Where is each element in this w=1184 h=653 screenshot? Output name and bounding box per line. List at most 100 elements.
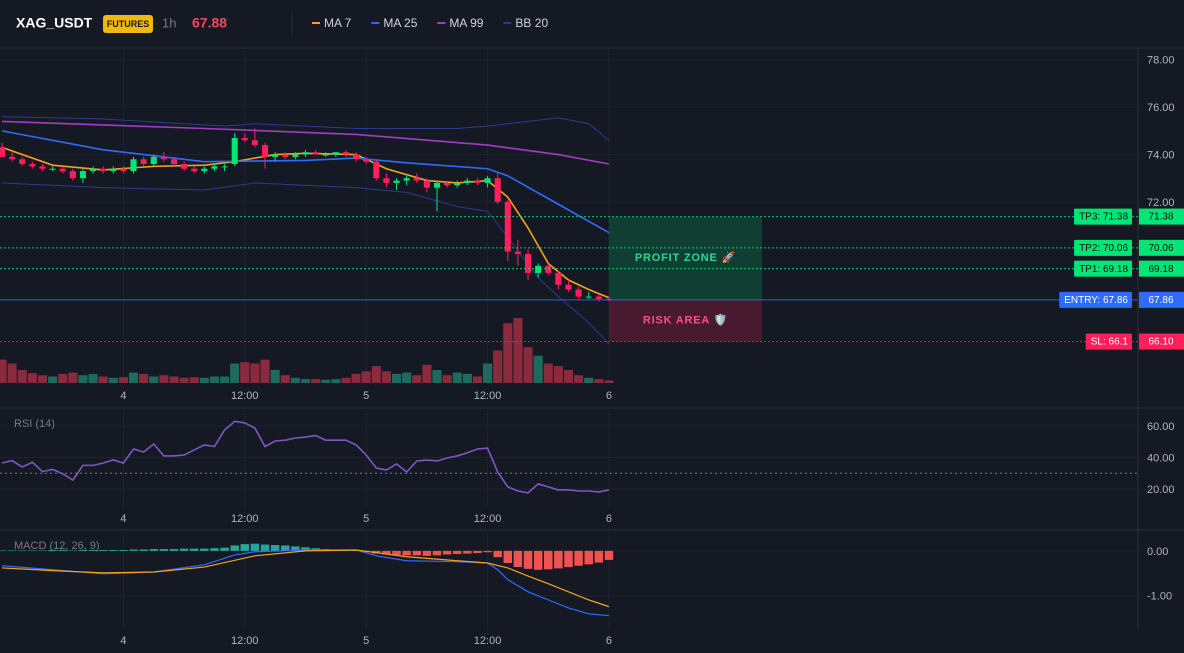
histogram-bar xyxy=(78,549,88,551)
volume-bar xyxy=(371,366,381,383)
histogram-bar xyxy=(503,550,513,564)
candle-body xyxy=(120,168,127,172)
candle-body xyxy=(39,166,46,169)
histogram-bar xyxy=(98,549,108,551)
histogram-bar xyxy=(7,550,17,551)
volume-bar xyxy=(159,375,169,383)
candle-body xyxy=(555,272,562,285)
candle-body xyxy=(565,284,572,290)
volume-bar xyxy=(331,379,341,383)
volume-bar xyxy=(503,323,513,383)
volume-bar xyxy=(391,373,402,383)
histogram-bar xyxy=(48,549,57,551)
candle-body xyxy=(393,180,400,183)
candle-body xyxy=(211,166,218,169)
volume-bar xyxy=(563,370,574,383)
legend-label: MA 99 xyxy=(449,16,483,30)
candle-body xyxy=(302,152,309,155)
candle-body xyxy=(100,168,107,172)
indicator-line xyxy=(1,120,610,165)
band-line xyxy=(1,182,610,345)
histogram-bar xyxy=(432,550,442,556)
volume-bar xyxy=(37,375,48,383)
volume-bar xyxy=(442,375,452,383)
volume-bar xyxy=(199,377,209,383)
x-tick-label: 12:00 xyxy=(474,390,502,402)
volume-bar xyxy=(402,372,412,383)
candle-body xyxy=(423,180,430,188)
x-tick-label: 6 xyxy=(606,513,612,525)
candle-body xyxy=(353,154,360,160)
histogram-bar xyxy=(230,545,239,551)
histogram-bar xyxy=(119,549,128,551)
volume-bar xyxy=(523,347,533,383)
candle-body xyxy=(59,168,66,172)
histogram-bar xyxy=(544,550,553,570)
histogram-bar xyxy=(260,544,270,551)
histogram-bar xyxy=(38,550,47,551)
axis-tag: 66.10 xyxy=(1148,337,1173,348)
candle-body xyxy=(433,182,441,188)
x-tick-label: 12:00 xyxy=(231,513,259,525)
volume-bar xyxy=(78,375,88,383)
histogram-bar xyxy=(250,543,260,551)
x-tick-label: 6 xyxy=(606,390,612,402)
candle-body xyxy=(130,159,137,172)
histogram-bar xyxy=(564,550,573,568)
legend-label: MA 25 xyxy=(383,16,417,30)
x-tick-label: 5 xyxy=(363,390,369,402)
histogram-bar xyxy=(412,550,422,556)
band-line xyxy=(2,116,610,141)
candle-body xyxy=(595,296,602,299)
histogram-bar xyxy=(129,549,138,551)
histogram-bar xyxy=(452,550,462,555)
volume-bar xyxy=(179,377,189,383)
candle-body xyxy=(29,164,36,167)
candle-body xyxy=(494,178,501,202)
histogram-bar xyxy=(58,549,67,551)
volume-bar xyxy=(209,376,220,383)
legend-label: BB 20 xyxy=(515,16,548,30)
candle-body xyxy=(403,178,410,181)
histogram-bar xyxy=(473,550,482,554)
x-tick-label: 5 xyxy=(363,635,369,647)
volume-bar xyxy=(58,373,68,383)
candle-body xyxy=(444,182,451,186)
volume-bar xyxy=(361,371,371,383)
volume-bar xyxy=(553,366,563,383)
histogram-bar xyxy=(210,548,219,551)
volume-bar xyxy=(351,373,361,383)
candle-body xyxy=(201,168,208,172)
volume-bar xyxy=(290,377,300,383)
candle-body xyxy=(454,182,461,186)
volume-bar xyxy=(48,376,58,383)
histogram-bar xyxy=(392,550,401,555)
candle-body xyxy=(282,154,289,157)
y-tick-label: 78.00 xyxy=(1147,55,1175,67)
candle-body xyxy=(231,137,238,165)
symbol: XAG_USDT xyxy=(16,15,93,31)
histogram-bar xyxy=(554,550,563,569)
candle-body xyxy=(110,168,117,172)
volume-bar xyxy=(220,376,230,383)
axis-tag-bg xyxy=(1139,260,1184,277)
candle-body xyxy=(170,159,178,165)
histogram-bar xyxy=(179,548,189,551)
pane-title: RSI (14) xyxy=(14,418,55,430)
legend-label: MA 7 xyxy=(324,16,352,30)
candle-body xyxy=(261,145,269,157)
candle-body xyxy=(9,156,16,160)
level-tag: TP3: 71.38 xyxy=(1079,212,1128,223)
zone xyxy=(608,299,762,342)
x-tick-label: 12:00 xyxy=(474,513,502,525)
volume-bar xyxy=(149,376,159,383)
histogram-bar xyxy=(291,546,300,551)
volume-bar xyxy=(432,370,442,383)
histogram-bar xyxy=(149,549,159,551)
axis-tag-bg xyxy=(1139,208,1184,225)
candle-body xyxy=(332,152,339,155)
volume-bar xyxy=(594,379,604,383)
candle-body xyxy=(160,156,167,160)
histogram-bar xyxy=(220,547,229,551)
volume-bar xyxy=(169,376,179,383)
